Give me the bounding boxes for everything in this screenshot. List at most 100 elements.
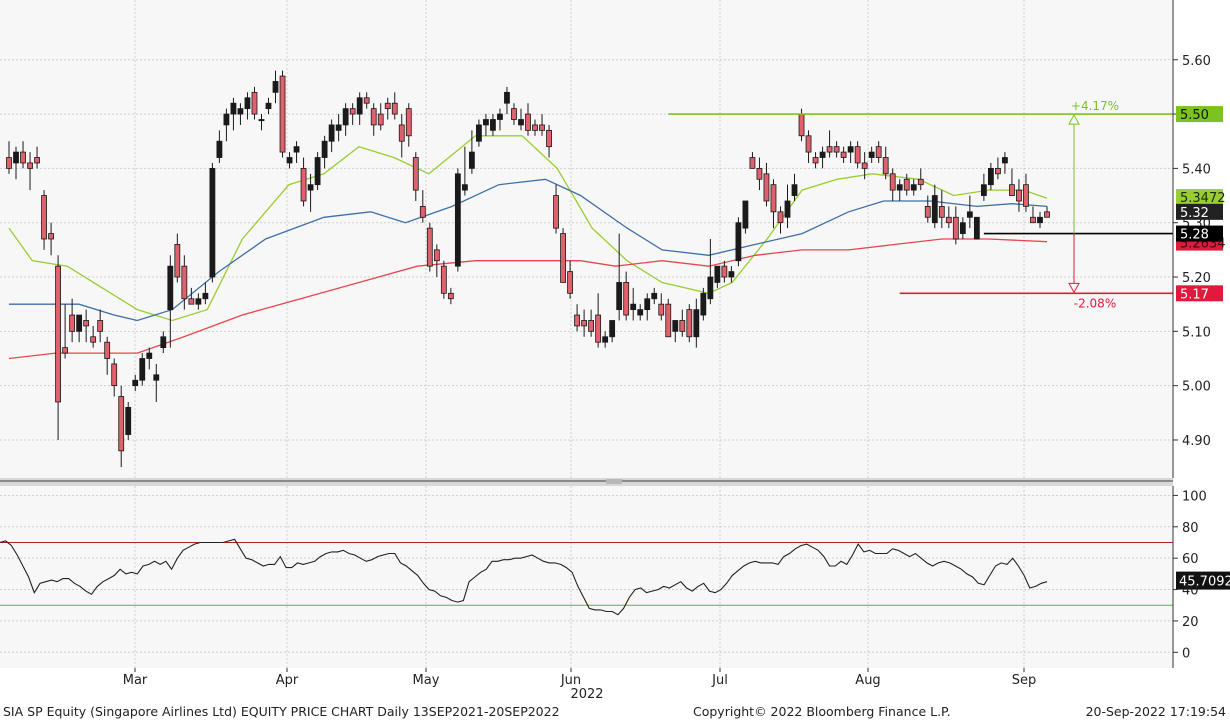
- candle-body-up: [146, 352, 153, 359]
- candle-body-up: [973, 216, 980, 240]
- candle-body-up: [693, 309, 700, 338]
- candle-body-up: [616, 282, 623, 311]
- support-tag: 5.17: [1180, 287, 1209, 302]
- candle: [721, 260, 728, 283]
- panel-divider-grip[interactable]: [606, 479, 622, 484]
- moving-average-short: [8, 135, 1048, 322]
- candle-body-down: [532, 124, 538, 131]
- candle-body-up: [314, 157, 321, 186]
- x-axis-month-label: Aug: [855, 673, 880, 688]
- candle-body-down: [1023, 184, 1029, 207]
- candle: [560, 228, 566, 283]
- candle-body-up: [209, 167, 216, 278]
- candle-body-up: [980, 184, 987, 196]
- candle-body-down: [525, 113, 531, 131]
- candle: [672, 320, 679, 343]
- candle-body-down: [83, 320, 90, 327]
- candle: [454, 168, 461, 272]
- candle: [153, 363, 160, 402]
- candle-body-up: [651, 292, 658, 300]
- candle: [209, 162, 216, 283]
- moving-average-mid: [9, 178, 1048, 322]
- candle-body-down: [511, 108, 517, 120]
- candle-body-down: [924, 206, 931, 218]
- candle: [258, 114, 265, 131]
- price-tick-label: 5.10: [1182, 325, 1211, 340]
- candle: [973, 216, 980, 240]
- rsi-indicator: 45.7092: [0, 538, 1230, 616]
- candle-body-up: [356, 97, 363, 115]
- candle-body-down: [391, 102, 398, 115]
- candle: [419, 190, 426, 223]
- candle: [62, 304, 69, 359]
- price-levels: +4.17% -2.08%: [668, 99, 1173, 310]
- candle: [69, 298, 76, 343]
- candle-body-down: [426, 227, 433, 267]
- candle-body-down: [433, 249, 440, 262]
- candle-body-down: [174, 244, 181, 278]
- candle-body-down: [1009, 184, 1015, 196]
- candle: [511, 103, 517, 125]
- candle-body-up: [630, 303, 637, 311]
- candle: [230, 97, 237, 131]
- candle: [770, 179, 777, 229]
- candle: [490, 114, 496, 136]
- candle: [742, 200, 749, 234]
- candle: [160, 331, 167, 354]
- candle: [426, 222, 433, 272]
- candle: [20, 141, 26, 169]
- candle-body-down: [995, 167, 1001, 175]
- candle: [749, 152, 756, 169]
- candle: [539, 114, 545, 136]
- candle: [504, 86, 510, 115]
- candle: [707, 239, 714, 305]
- candle: [735, 217, 742, 267]
- candle-body-up: [223, 113, 230, 126]
- candle: [328, 119, 335, 153]
- candle-body-down: [875, 146, 882, 158]
- candle: [405, 103, 412, 147]
- candle-body-down: [363, 97, 370, 104]
- candle-body-up: [497, 113, 503, 120]
- candle-body-down: [55, 265, 61, 403]
- pivot-tag: 5.28: [1180, 228, 1209, 243]
- candle-body-down: [861, 162, 868, 169]
- candle: [714, 265, 721, 288]
- candle-body-up: [153, 374, 160, 381]
- candle: [398, 114, 405, 158]
- candle: [686, 304, 693, 343]
- candle-body-down: [854, 146, 861, 164]
- rsi-grid: [0, 486, 1173, 668]
- candle-body-down: [6, 157, 12, 169]
- candle-body-down: [903, 178, 910, 191]
- candle-body-down: [686, 309, 693, 338]
- candle: [286, 152, 293, 169]
- rsi-last-value-bg: [1176, 571, 1230, 590]
- candle: [48, 222, 54, 256]
- candle-body-up: [272, 81, 279, 93]
- candle-body-down: [1016, 189, 1022, 202]
- candle: [300, 157, 307, 207]
- candle-body-up: [202, 292, 209, 300]
- rsi-line: [0, 538, 1048, 616]
- candle-body-down: [889, 173, 896, 191]
- candle-body-up: [896, 184, 903, 191]
- candle: [1002, 152, 1008, 174]
- candle-body-down: [62, 347, 69, 354]
- x-axis-month-label: May: [413, 673, 440, 688]
- candle-body-down: [882, 157, 889, 175]
- candle-body-down: [1030, 216, 1036, 224]
- x-axis-month-labels: Mar Apr May Jun Jul Aug Sep: [123, 668, 1036, 688]
- candle: [896, 179, 903, 201]
- candle: [581, 309, 588, 337]
- candle: [658, 293, 665, 321]
- candle: [924, 195, 931, 223]
- candle: [356, 92, 363, 125]
- candle-body-down: [384, 102, 391, 110]
- candle-body-down: [398, 124, 405, 142]
- candle: [342, 103, 349, 136]
- candle-body-down: [546, 129, 552, 148]
- candle-body-down: [104, 341, 111, 359]
- candle-body-down: [34, 157, 40, 164]
- candle: [13, 146, 19, 180]
